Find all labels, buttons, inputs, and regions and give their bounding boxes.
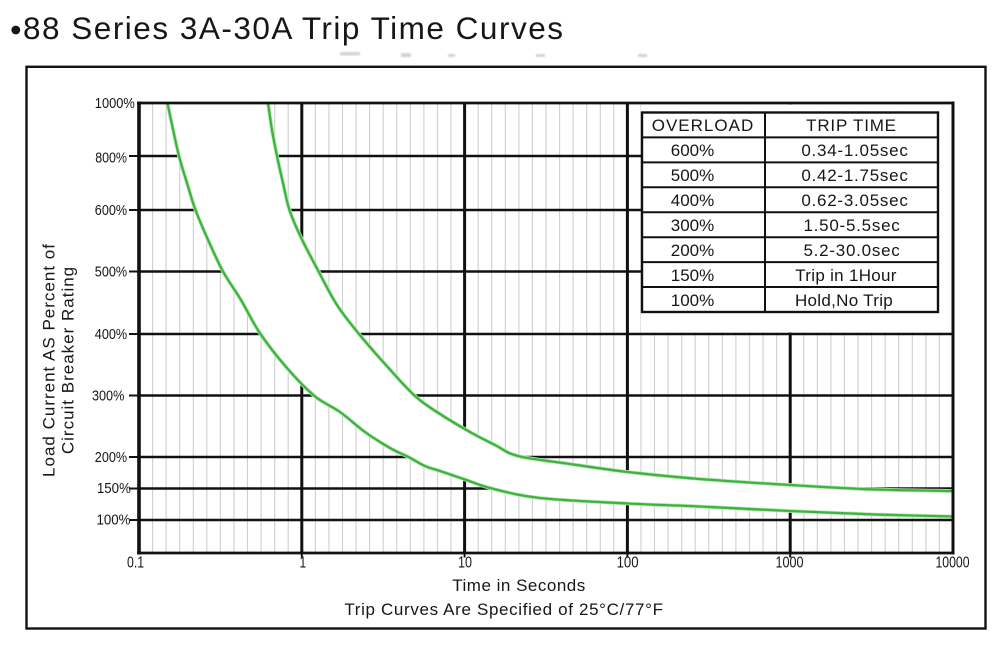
svg-text:100%: 100% [671, 291, 714, 310]
svg-text:150%: 150% [671, 266, 714, 285]
svg-text:500%: 500% [671, 166, 714, 185]
svg-text:150%: 150% [97, 481, 131, 497]
svg-text:1000%: 1000% [95, 96, 135, 112]
svg-text:88 Series 3A-30A Trip Time Cur: 88 Series 3A-30A Trip Time Curves [23, 10, 564, 46]
svg-text:400%: 400% [95, 327, 127, 343]
svg-text:0.62-3.05sec: 0.62-3.05sec [801, 191, 908, 210]
svg-text:Hold,No Trip: Hold,No Trip [795, 291, 893, 310]
svg-text:200%: 200% [671, 241, 714, 260]
svg-text:600%: 600% [671, 141, 714, 160]
svg-text:1000: 1000 [776, 555, 804, 572]
svg-text:Trip Curves Are Specified of 2: Trip Curves Are Specified of 25°C/77°F [344, 600, 663, 619]
svg-text:10: 10 [458, 555, 472, 572]
svg-text:Trip in 1Hour: Trip in 1Hour [795, 266, 897, 285]
svg-text:1.50-5.5sec: 1.50-5.5sec [803, 216, 900, 235]
svg-text:100: 100 [617, 555, 639, 572]
svg-text:Load Current AS Percent of: Load Current AS Percent of [40, 243, 59, 477]
svg-text:0.34-1.05sec: 0.34-1.05sec [801, 141, 908, 160]
svg-text:300%: 300% [671, 216, 714, 235]
svg-text:Circuit Breaker Rating: Circuit Breaker Rating [59, 266, 78, 454]
svg-text:100%: 100% [97, 513, 131, 529]
svg-text:5.2-30.0sec: 5.2-30.0sec [803, 241, 900, 260]
svg-text:400%: 400% [671, 191, 714, 210]
svg-text:10000: 10000 [936, 555, 970, 572]
svg-text:1: 1 [300, 555, 307, 572]
svg-text:Time in Seconds: Time in Seconds [452, 576, 585, 595]
svg-text:0.1: 0.1 [127, 555, 144, 572]
svg-text:800%: 800% [95, 151, 127, 167]
svg-text:0.42-1.75sec: 0.42-1.75sec [801, 166, 908, 185]
svg-text:OVERLOAD: OVERLOAD [652, 116, 754, 135]
svg-text:200%: 200% [95, 450, 127, 466]
svg-text:TRIP TIME: TRIP TIME [806, 116, 897, 135]
svg-text:500%: 500% [95, 265, 127, 281]
svg-text:600%: 600% [95, 203, 127, 219]
svg-text:300%: 300% [92, 389, 124, 405]
